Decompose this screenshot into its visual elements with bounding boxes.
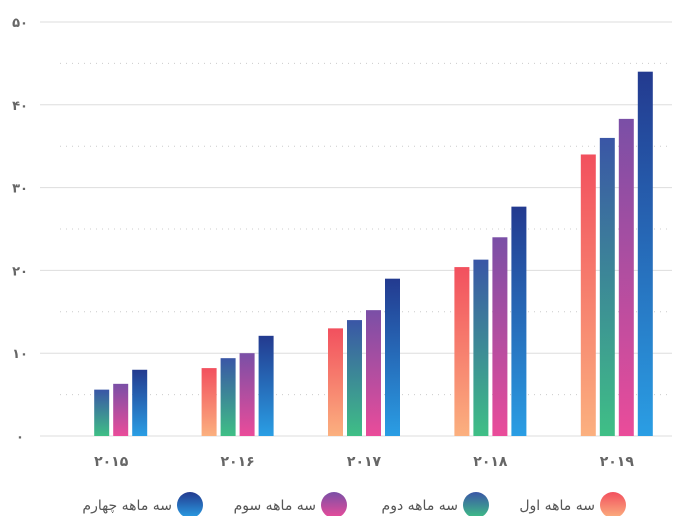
legend-item-q1[interactable]: سه ماهه اول bbox=[519, 492, 626, 516]
bar-q2-1 bbox=[220, 358, 236, 436]
legend-item-q4[interactable]: سه ماهه چهارم bbox=[82, 492, 203, 516]
x-tick-label: ۲۰۱۶ bbox=[221, 454, 255, 470]
bar-q4-1 bbox=[258, 335, 274, 436]
bar-q1-1 bbox=[201, 368, 217, 436]
bar-q2-3 bbox=[473, 259, 489, 436]
bar-q1-2 bbox=[328, 328, 343, 436]
legend-label: سه ماهه چهارم bbox=[82, 498, 172, 514]
legend-swatch bbox=[177, 492, 203, 516]
legend-swatch bbox=[600, 492, 626, 516]
x-tick-label: ۲۰۱۹ bbox=[600, 454, 635, 470]
y-tick-label: ۱۰ bbox=[12, 347, 28, 362]
bar-q3-1 bbox=[239, 353, 255, 436]
legend-label: سه ماهه سوم bbox=[234, 498, 316, 514]
bar-q2-2 bbox=[347, 320, 362, 436]
x-axis: ۲۰۱۵ ۲۰۱۶ ۲۰۱۷ ۲۰۱۸ ۲۰۱۹ bbox=[94, 454, 634, 470]
bar-q3-2 bbox=[366, 310, 381, 436]
y-axis: ۰ ۱۰ ۲۰ ۳۰ ۴۰ ۵۰ bbox=[12, 16, 28, 445]
bar-q4-4 bbox=[637, 71, 653, 437]
bar-q3-4 bbox=[618, 118, 634, 436]
x-tick-label: ۲۰۱۸ bbox=[473, 454, 508, 470]
bar-q2-0 bbox=[94, 389, 110, 436]
legend-swatch bbox=[321, 492, 347, 516]
bars-layer bbox=[94, 71, 653, 437]
bar-q3-3 bbox=[492, 237, 508, 436]
grid-layer bbox=[40, 21, 672, 437]
bar-q2-4 bbox=[599, 137, 615, 437]
y-tick-label: ۲۰ bbox=[12, 264, 28, 279]
x-tick-label: ۲۰۱۷ bbox=[347, 454, 382, 470]
y-tick-label: ۵۰ bbox=[12, 16, 28, 31]
y-tick-label: ۳۰ bbox=[12, 182, 28, 197]
legend-label: سه ماهه اول bbox=[519, 498, 595, 514]
bar-q4-0 bbox=[132, 369, 148, 436]
bar-q1-4 bbox=[580, 154, 596, 437]
y-tick-label: ۰ bbox=[16, 430, 24, 445]
bar-q4-2 bbox=[385, 278, 400, 436]
bar-q3-0 bbox=[113, 383, 129, 436]
y-tick-label: ۴۰ bbox=[12, 99, 28, 114]
legend-label: سه ماهه دوم bbox=[382, 498, 458, 514]
legend-item-q3[interactable]: سه ماهه سوم bbox=[234, 492, 347, 516]
legend-swatch bbox=[463, 492, 489, 516]
bar-q4-3 bbox=[511, 206, 527, 436]
bar-q1-3 bbox=[454, 267, 470, 436]
x-tick-label: ۲۰۱۵ bbox=[94, 454, 129, 470]
legend-item-q2[interactable]: سه ماهه دوم bbox=[382, 492, 489, 516]
legend: سه ماهه اول سه ماهه دوم سه ماهه سوم سه ماهه… bbox=[82, 492, 626, 516]
